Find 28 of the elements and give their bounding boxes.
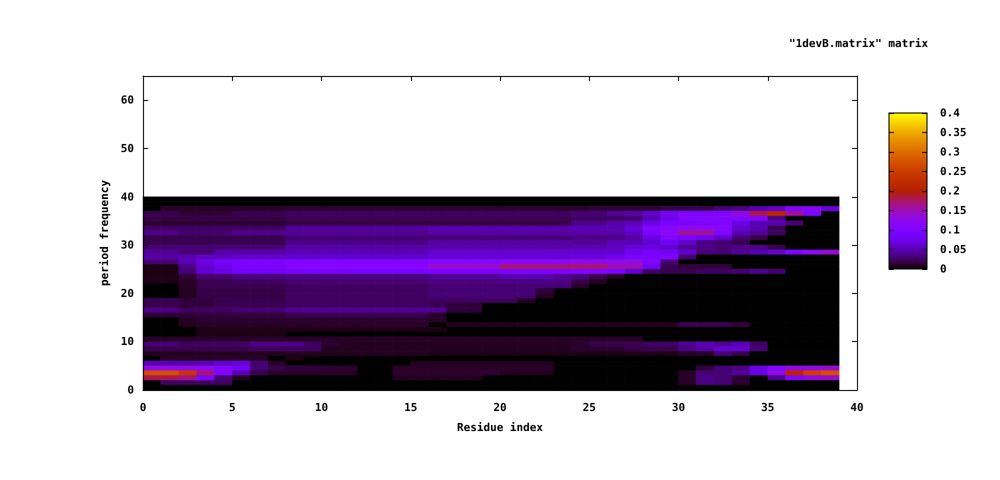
y-tick-label: 50 — [120, 142, 134, 155]
x-tick-label: 40 — [850, 401, 864, 414]
color-bar-label: 0.25 — [940, 165, 966, 178]
chart-title: "1devB.matrix" matrix — [789, 37, 928, 50]
y-tick-label: 30 — [120, 238, 134, 252]
color-bar-label: 0.2 — [940, 184, 960, 198]
color-bar-label: 0.3 — [940, 146, 960, 158]
x-tick-label: 15 — [404, 401, 418, 414]
x-tick-label: 5 — [228, 401, 236, 414]
y-tick-label: 60 — [120, 94, 134, 107]
color-bar-label: 0.4 — [940, 106, 960, 120]
color-bar-label: 0.35 — [940, 126, 966, 139]
x-tick-label: 0 — [140, 401, 146, 414]
y-tick-label: 10 — [120, 335, 134, 348]
x-tick-label: 35 — [761, 401, 774, 414]
color-bar-label: 0 — [940, 262, 947, 276]
x-axis-title: Residue index — [456, 421, 544, 434]
color-bar-label: 0.05 — [940, 243, 966, 256]
x-tick-label: 10 — [314, 401, 328, 414]
y-tick-label: 0 — [127, 384, 134, 396]
x-tick-label: 25 — [582, 401, 596, 414]
color-bar-label: 0.15 — [940, 204, 966, 217]
color-bar-label: 0.1 — [940, 224, 960, 236]
x-tick-label: 20 — [493, 401, 507, 414]
y-axis-title: period frequency — [98, 180, 111, 286]
x-tick-label: 30 — [672, 401, 686, 414]
y-tick-label: 20 — [120, 286, 134, 300]
y-tick-label: 40 — [120, 190, 134, 204]
